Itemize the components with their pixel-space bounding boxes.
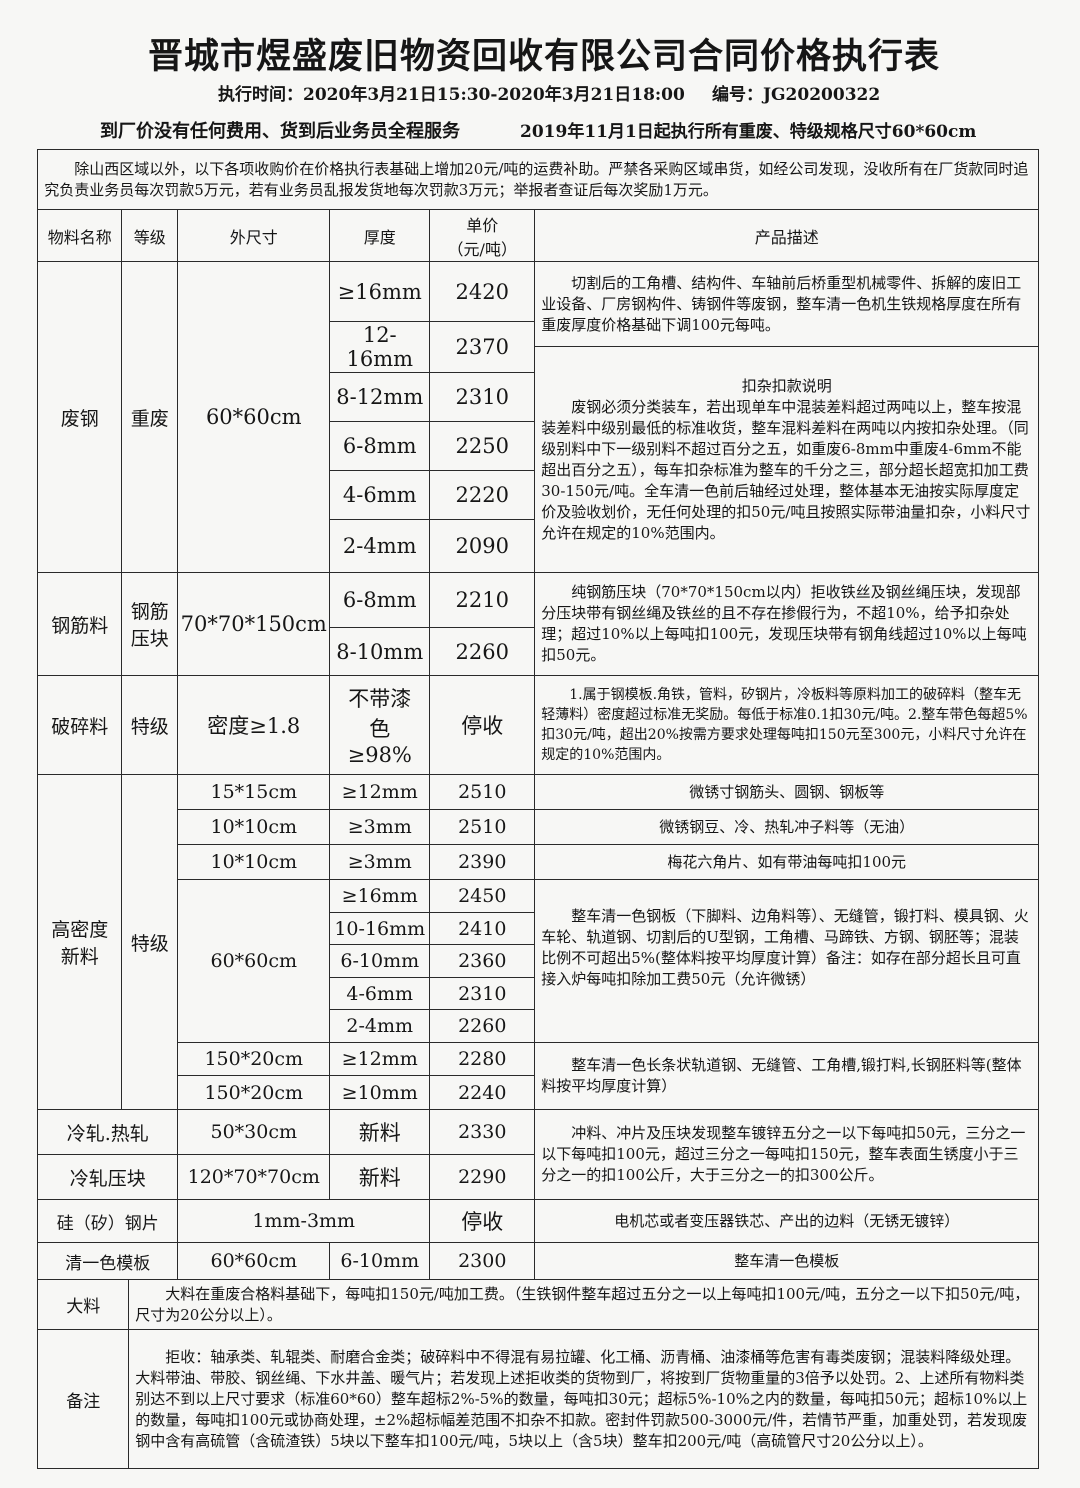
price: 2510 <box>429 774 536 811</box>
price: 2390 <box>429 844 536 881</box>
col-grade: 等级 <box>121 209 179 263</box>
heavy-size: 60*60cm <box>177 261 331 574</box>
thickness: 4-6mm <box>329 470 431 521</box>
price: 2310 <box>429 372 536 423</box>
price: 2410 <box>429 912 536 946</box>
heavy-name: 废钢 <box>37 261 123 574</box>
thickness: 2-4mm <box>329 519 431 574</box>
price: 2420 <box>429 261 536 323</box>
description: 微锈钢豆、冷、热轧冲子料等（无油） <box>534 809 1040 846</box>
template-description: 整车清一色模板 <box>534 1242 1040 1281</box>
thickness: 新料 <box>329 1154 431 1201</box>
heavy-grade: 重废 <box>121 261 179 574</box>
crushed-price: 停收 <box>429 675 536 776</box>
crushed-description: 1.属于钢模板.角铁，管料，矽钢片，冷板料等原料加工的破碎料（整车无轻薄料）密度… <box>534 675 1040 776</box>
silicon-name: 硅（矽）钢片 <box>37 1199 179 1244</box>
price: 2510 <box>429 809 536 846</box>
size: 10*10cm <box>177 809 331 846</box>
price: 2220 <box>429 470 536 521</box>
description: 微锈寸钢筋头、圆钢、钢板等 <box>534 774 1040 811</box>
col-name: 物料名称 <box>37 209 123 263</box>
price: 2260 <box>429 1009 536 1044</box>
hd-long-description: 整车清一色长条状轨道钢、无缝管、工角槽,锻打料,长钢胚料等(整体料按平均厚度计算… <box>534 1042 1040 1111</box>
silicon-price: 停收 <box>429 1199 536 1244</box>
price: 2290 <box>429 1154 536 1201</box>
rebar-grade: 钢筋压块 <box>121 572 179 677</box>
price: 2450 <box>429 879 536 914</box>
thickness: 12-16mm <box>329 321 431 374</box>
thickness: ≥12mm <box>329 774 431 811</box>
price: 2300 <box>429 1242 536 1281</box>
crushed-grade: 特级 <box>121 675 179 776</box>
thickness: ≥12mm <box>329 1042 431 1077</box>
thickness: 2-4mm <box>329 1009 431 1044</box>
price: 2210 <box>429 572 536 629</box>
crushed-density: 密度≥1.8 <box>177 675 331 776</box>
price: 2330 <box>429 1109 536 1156</box>
hd-name: 高密度新料 <box>37 774 123 1111</box>
thickness: 8-10mm <box>329 627 431 677</box>
thickness: 10-16mm <box>329 912 431 946</box>
silicon-size: 1mm-3mm <box>177 1199 431 1244</box>
thickness: 6-8mm <box>329 421 431 472</box>
deduction-description: 扣杂扣款说明 废钢必须分类装车，若出现单车中混装差料超过两吨以上，整车按混装差料中… <box>534 346 1040 574</box>
col-thickness: 厚度 <box>329 209 431 263</box>
size: 150*20cm <box>177 1075 331 1111</box>
bulk-description: 大料在重废合格料基础下，每吨扣150元/吨加工费。（生铁钢件整车超过五分之一以上… <box>128 1279 1040 1331</box>
size: 10*10cm <box>177 844 331 881</box>
page-title: 晋城市煜盛废旧物资回收有限公司合同价格执行表 <box>148 36 941 77</box>
service-slogan: 到厂价没有任何费用、货到后业务员全程服务 <box>100 121 460 142</box>
effective-note: 2019年11月1日起执行所有重废、特级规格尺寸60*60cm <box>520 122 977 142</box>
remarks-description: 拒收：轴承类、轧辊类、耐磨合金类；破碎料中不得混有易拉罐、化工桶、沥青桶、油漆桶… <box>128 1329 1040 1470</box>
heavy-description: 切割后的工角槽、结构件、车轴前后桥重型机械零件、拆解的废旧工业设备、厂房钢构件、… <box>534 261 1040 348</box>
bulk-name: 大料 <box>37 1279 130 1331</box>
cold-block-name: 冷轧压块 <box>37 1154 179 1201</box>
thickness: ≥3mm <box>329 809 431 846</box>
hd-mid-description: 整车清一色钢板（下脚料、边角料等）、无缝管，锻打料、模具钢、火车轮、轨道钢、切割… <box>534 879 1040 1044</box>
notice: 除山西区域以外，以下各项收购价在价格执行表基础上增加20元/吨的运费补助。严禁各… <box>37 149 1040 211</box>
thickness: ≥16mm <box>329 261 431 323</box>
thickness: ≥16mm <box>329 879 431 914</box>
size: 60*60cm <box>177 1242 331 1281</box>
silicon-description: 电机芯或者变压器铁芯、产出的边料（无锈无镀锌） <box>534 1199 1040 1244</box>
price: 2250 <box>429 421 536 472</box>
cold-description: 冲料、冲片及压块发现整车镀锌五分之一以下每吨扣50元，三分之一以下每吨扣100元… <box>534 1109 1040 1201</box>
document-code: 编号：JG20200322 <box>712 85 881 105</box>
crushed-thickness: 不带漆色≥98% <box>329 675 431 776</box>
rebar-size: 70*70*150cm <box>177 572 331 677</box>
thickness: ≥10mm <box>329 1075 431 1111</box>
price: 2240 <box>429 1075 536 1111</box>
size: 120*70*70cm <box>177 1154 331 1201</box>
thickness: 6-10mm <box>329 944 431 979</box>
thickness: 8-12mm <box>329 372 431 423</box>
thickness: 新料 <box>329 1109 431 1156</box>
thickness: ≥3mm <box>329 844 431 881</box>
price: 2260 <box>429 627 536 677</box>
size: 150*20cm <box>177 1042 331 1077</box>
description: 梅花六角片、如有带油每吨扣100元 <box>534 844 1040 881</box>
crushed-name: 破碎料 <box>37 675 123 776</box>
cold-name: 冷轧.热轧 <box>37 1109 179 1156</box>
thickness: 4-6mm <box>329 977 431 1011</box>
col-description: 产品描述 <box>534 209 1040 263</box>
size: 15*15cm <box>177 774 331 811</box>
remarks-name: 备注 <box>37 1329 130 1470</box>
rebar-description: 纯钢筋压块（70*70*150cm以内）拒收铁丝及钢丝绳压块，发现部分压块带有钢… <box>534 572 1040 677</box>
rebar-name: 钢筋料 <box>37 572 123 677</box>
hd-grade: 特级 <box>121 774 179 1111</box>
col-price: 单价 （元/吨） <box>429 209 536 263</box>
thickness: 6-8mm <box>329 572 431 629</box>
template-name: 清一色模板 <box>37 1242 179 1281</box>
col-size: 外尺寸 <box>177 209 331 263</box>
thickness: 6-10mm <box>329 1242 431 1281</box>
execution-time: 执行时间：2020年3月21日15:30-2020年3月21日18:00 <box>218 85 685 105</box>
price: 2360 <box>429 944 536 979</box>
price: 2280 <box>429 1042 536 1077</box>
price: 2310 <box>429 977 536 1011</box>
price: 2090 <box>429 519 536 574</box>
hd-mid-size: 60*60cm <box>177 879 331 1044</box>
size: 50*30cm <box>177 1109 331 1156</box>
price: 2370 <box>429 321 536 374</box>
